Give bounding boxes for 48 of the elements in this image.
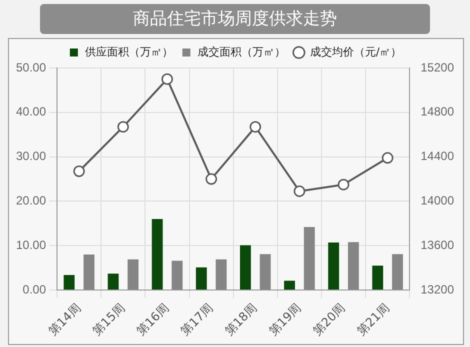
y-tick-label: 50.00	[16, 60, 46, 74]
y2-tick-label: 14400	[420, 149, 454, 164]
legend-label: 成交均价（元/㎡）	[310, 45, 402, 58]
bar	[216, 259, 227, 290]
bar	[64, 274, 75, 290]
bar	[284, 280, 295, 290]
bar	[172, 260, 183, 290]
y2-tick-label: 13600	[420, 238, 454, 252]
point	[117, 121, 129, 133]
bar	[84, 254, 94, 290]
bar	[328, 242, 340, 290]
x-tick-label: 第15周	[90, 300, 128, 338]
bar	[108, 274, 119, 290]
y2-tick-label: 13200	[420, 282, 454, 296]
bar	[152, 218, 163, 290]
point	[338, 178, 350, 190]
bar	[304, 226, 315, 290]
x-tick-label: 第17周	[178, 300, 216, 338]
point	[250, 121, 262, 133]
y2-tick-label: 14000	[420, 194, 454, 208]
legend-label: 供应面积（万㎡）	[84, 45, 173, 58]
bar	[348, 242, 359, 290]
bar	[196, 267, 207, 290]
point	[206, 173, 218, 185]
y-tick-label: 40.00	[16, 104, 46, 119]
point	[73, 166, 85, 178]
y-tick-label: 0.00	[22, 282, 46, 296]
point	[382, 152, 394, 164]
x-tick-label: 第16周	[134, 300, 172, 338]
x-tick-label: 第20周	[310, 300, 348, 338]
bar	[240, 245, 251, 290]
bar	[392, 254, 403, 290]
x-tick-label: 第14周	[46, 300, 84, 338]
legend-label: 成交面积（万㎡）	[197, 45, 286, 58]
x-tick-label: 第21周	[354, 300, 392, 338]
x-tick-label: 第18周	[222, 300, 260, 338]
y-tick-label: 30.00	[16, 149, 46, 164]
x-tick-label: 第19周	[266, 300, 304, 338]
y-tick-label: 10.00	[16, 238, 46, 252]
bar	[372, 266, 384, 290]
bar	[260, 254, 271, 290]
point	[294, 185, 306, 197]
y-tick-label: 20.00	[16, 194, 46, 208]
bar	[128, 259, 139, 290]
point	[161, 73, 173, 85]
y2-tick-label: 15200	[420, 60, 454, 74]
chart-title: 商品住宅市场周度供求走势	[40, 4, 430, 34]
y2-tick-label: 14800	[420, 104, 454, 119]
